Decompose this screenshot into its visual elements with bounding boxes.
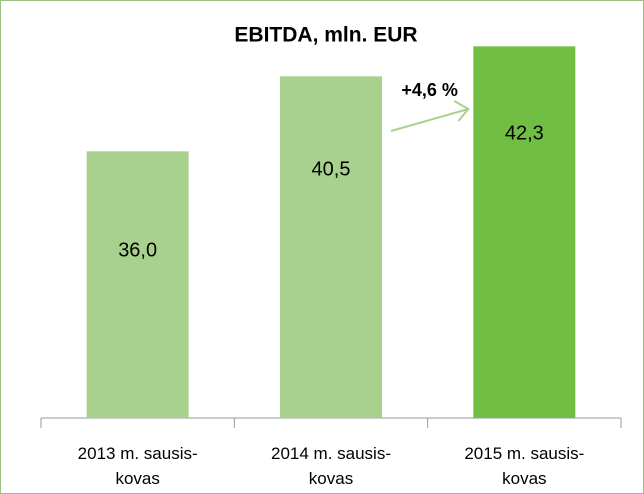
- annotation-arrowhead: [453, 100, 470, 122]
- x-tick-label: 2015 m. sausis-kovas: [464, 444, 585, 488]
- bar: [280, 76, 382, 418]
- bar: [86, 151, 189, 419]
- value-label: 36,0: [118, 240, 157, 262]
- annotation: +4,6 %: [401, 80, 458, 100]
- x-tick-label: 2013 m. sausis-kovas: [77, 444, 198, 488]
- x-tick-label: 2014 m. sausis-kovas: [271, 444, 391, 488]
- value-label: 42,3: [505, 123, 544, 145]
- value-label: 40,5: [312, 159, 351, 181]
- annotation-arrow: [390, 108, 469, 132]
- chart-title: EBITDA, mln. EUR: [234, 24, 417, 47]
- bar: [473, 46, 576, 418]
